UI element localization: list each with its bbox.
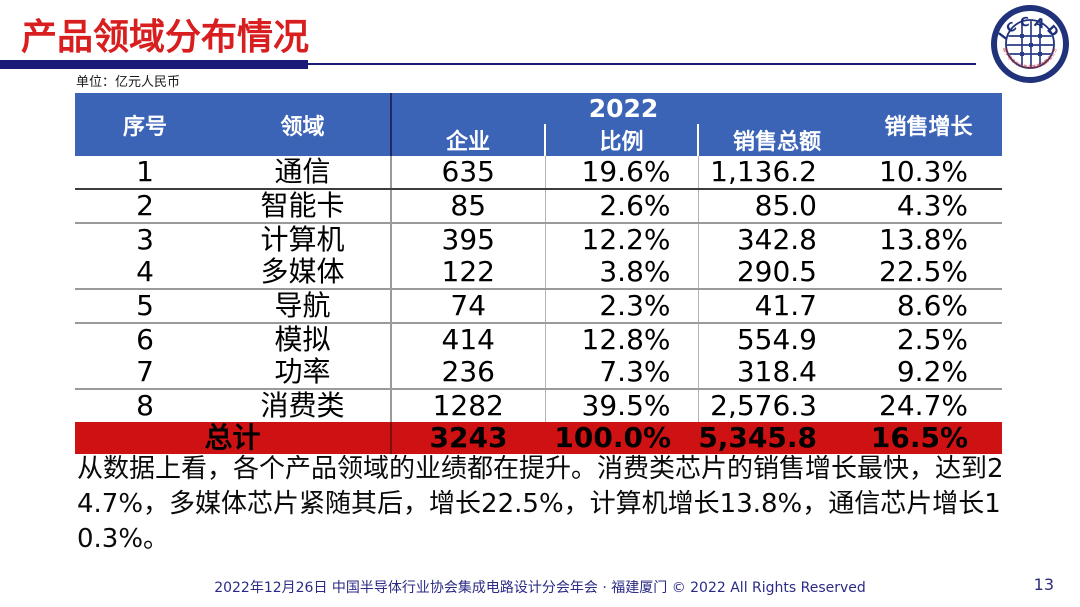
cell-growth: 24.7%: [879, 389, 968, 422]
cell-companies: 85: [390, 189, 545, 224]
cell-companies: 414: [390, 323, 545, 356]
title-underline-thick: [0, 60, 308, 69]
table-row: 7 功率 236 7.3% 318.4 9.2%: [75, 356, 1002, 390]
table-body: 1 通信 635 19.6% 1,136.2 10.3% 2 智能卡 85 2.6% 85.0 4.3…: [75, 156, 1002, 422]
col-header-field: 领域: [215, 93, 391, 156]
table-row: 3 计算机 395 12.2% 342.8 13.8%: [75, 223, 1002, 256]
col-header-sales-growth: 销售增长: [855, 93, 1002, 156]
cell-field: 计算机: [260, 223, 345, 256]
col-header-ratio: 比例: [544, 124, 698, 156]
col-header-year: 2022: [390, 93, 855, 124]
cell-sales: 2,576.3: [697, 389, 855, 422]
cell-ratio: 7.3%: [544, 356, 698, 390]
cell-growth: 22.5%: [855, 256, 1002, 290]
total-label: 总计: [75, 422, 391, 454]
cell-no: 2: [75, 189, 215, 224]
cell-ratio: 39.5%: [544, 389, 698, 422]
page-number: 13: [1033, 575, 1054, 594]
cell-companies: 74: [390, 289, 545, 324]
table-row: 4 多媒体 122 3.8% 290.5 22.5%: [75, 256, 1002, 290]
cell-growth: 9.2%: [855, 356, 1002, 390]
table-row: 6 模拟 414 12.8% 554.9 2.5%: [75, 323, 1002, 356]
cell-ratio: 2.3%: [544, 289, 698, 324]
cell-growth: 4.3%: [855, 189, 1002, 224]
cell-sales: 342.8: [697, 223, 855, 256]
cell-field: 通信: [215, 156, 391, 190]
cell-sales: 554.9: [697, 323, 855, 356]
cell-companies: 395: [390, 223, 545, 256]
col-header-no: 序号: [75, 93, 215, 156]
cell-companies: 122: [390, 256, 545, 290]
cell-sales: 290.5: [697, 256, 855, 290]
cell-sales: 85.0: [697, 189, 855, 224]
cell-ratio: 19.6%: [544, 156, 698, 190]
cell-growth: 10.3%: [855, 156, 1002, 190]
cell-no: 6: [136, 323, 154, 356]
cell-ratio: 12.2%: [544, 223, 698, 256]
cell-field: 功率: [215, 356, 391, 390]
cell-field: 导航: [215, 289, 391, 324]
cell-sales: 41.7: [697, 289, 855, 324]
table-row: 8 消费类 1282 39.5% 2,576.3 24.7%: [75, 389, 1002, 422]
cell-no: 3: [136, 223, 154, 256]
cell-ratio: 3.8%: [544, 256, 698, 290]
table-row: 5 导航 74 2.3% 41.7 8.6%: [75, 289, 1002, 324]
cell-sales: 318.4: [697, 356, 855, 390]
cell-no: 7: [75, 356, 215, 390]
page-title: 产品领域分布情况: [21, 17, 310, 58]
col-header-sales-total: 销售总额: [697, 124, 855, 156]
analysis-text: 从数据上看，各个产品领域的业绩都在提升。消费类芯片的销售增长最快，达到24.7%…: [77, 454, 1004, 554]
cell-companies: 635: [390, 156, 545, 190]
logo-grid-icon: [1007, 21, 1053, 67]
cell-field: 模拟: [274, 323, 331, 356]
cell-growth: 8.6%: [855, 289, 1002, 324]
cell-ratio: 2.6%: [544, 189, 698, 224]
cell-growth: 2.5%: [896, 323, 968, 356]
total-row: 总计 3243 100.0% 5,345.8 16.5%: [75, 422, 1002, 454]
cell-companies: 236: [390, 356, 545, 390]
cell-no: 5: [75, 289, 215, 324]
footer-text: 2022年12月26日 中国半导体行业协会集成电路设计分会年会 · 福建厦门 ©…: [214, 580, 866, 596]
total-sales: 5,345.8: [698, 422, 855, 454]
cell-no: 8: [136, 389, 154, 422]
cell-growth: 13.8%: [879, 223, 968, 256]
total-ratio: 100.0%: [545, 422, 698, 454]
cell-field: 智能卡: [215, 189, 391, 224]
cell-sales: 1,136.2: [697, 156, 855, 190]
cell-no: 4: [75, 256, 215, 290]
product-distribution-table: 序号 领域 2022 销售增长 企业 比例 销售总额 1 通信 635 19.6% 1,…: [75, 93, 1002, 454]
title-underline-thin: [308, 63, 976, 65]
col-header-companies: 企业: [390, 124, 545, 156]
table-row: 1 通信 635 19.6% 1,136.2 10.3%: [75, 156, 1002, 190]
iccad-logo: ICCAD 中国半导体行业协会集成电路设计分会: [990, 4, 1069, 83]
total-companies: 3243: [390, 422, 545, 454]
cell-field: 消费类: [260, 389, 345, 422]
table-row: 2 智能卡 85 2.6% 85.0 4.3%: [75, 189, 1002, 224]
unit-label: 单位：亿元人民币: [76, 75, 181, 90]
table-header: 序号 领域 2022 销售增长 企业 比例 销售总额: [75, 93, 1002, 156]
cell-field: 多媒体: [215, 256, 391, 290]
table-header-row-sub: 企业 比例 销售总额: [75, 124, 1002, 156]
cell-companies: 1282: [390, 389, 545, 422]
cell-ratio: 12.8%: [544, 323, 698, 356]
total-growth: 16.5%: [855, 422, 1002, 454]
cell-no: 1: [75, 156, 215, 190]
table-header-row-top: 序号 领域 2022 销售增长: [75, 93, 1002, 156]
